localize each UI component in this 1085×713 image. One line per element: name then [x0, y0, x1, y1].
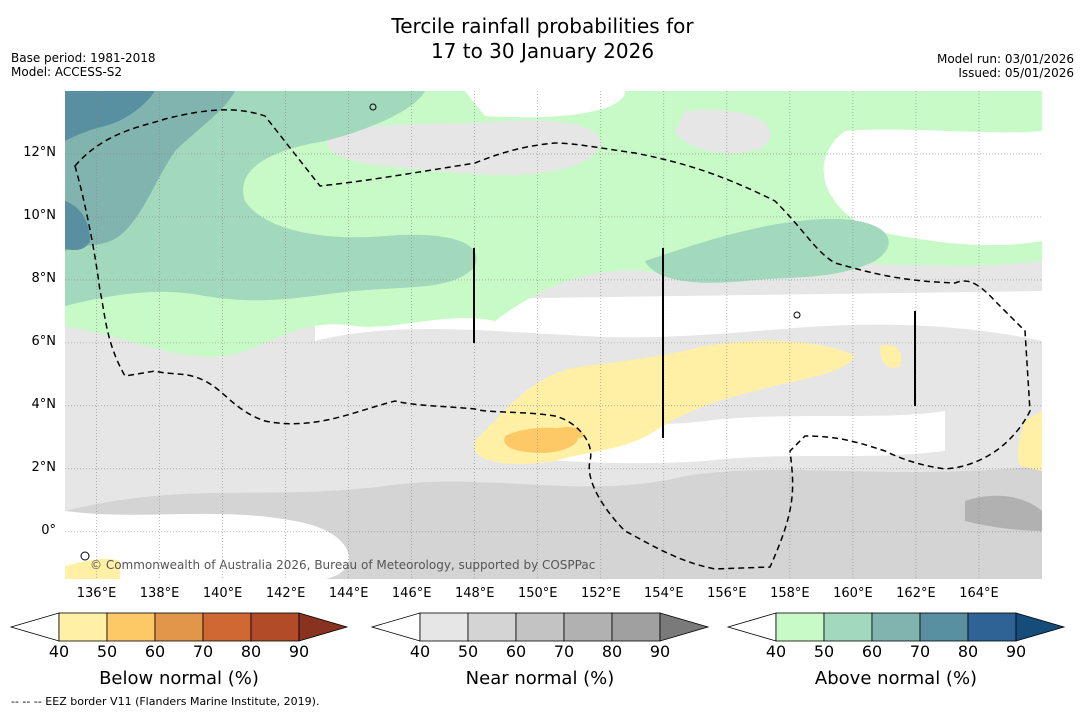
colorbar-segment [515, 612, 565, 642]
colorbar-segment [419, 612, 469, 642]
base-period: Base period: 1981-2018 [11, 51, 156, 65]
island-mark [369, 103, 377, 111]
latitude-tick-label: 6°N [31, 333, 57, 349]
region-above-70-a [65, 91, 155, 141]
latitude-tick-label: 12°N [23, 144, 56, 160]
colorbar-1 [10, 612, 348, 642]
colorbar-tick-label: 90 [288, 642, 310, 661]
map-title-line1: Tercile rainfall probabilities for [391, 14, 694, 38]
colorbar-tick-label: 50 [813, 642, 835, 661]
colorbar-3 [727, 612, 1065, 642]
longitude-tick-label: 146°E [391, 586, 432, 601]
longitude-tick-label: 160°E [833, 586, 873, 601]
colorbar-2 [371, 612, 709, 642]
colorbar-overflow-triangle [659, 612, 709, 642]
colorbar-overflow-triangle [298, 612, 348, 642]
colorbar-tick-label: 80 [601, 642, 623, 661]
colorbar-tick-label: 80 [957, 642, 979, 661]
colorbar-tick-label: 70 [192, 642, 214, 661]
colorbar-tick-label: 40 [409, 642, 431, 661]
colorbar-segment [919, 612, 969, 642]
colorbar-segment [202, 612, 252, 642]
eez-footnote: -- -- -- EEZ border V11 (Flanders Marine… [11, 695, 320, 708]
map-title-line2: 17 to 30 January 2026 [430, 39, 655, 63]
model-run: Model run: 03/01/2026 [936, 52, 1074, 66]
region-below-40-sw [65, 558, 120, 579]
colorbar-underflow-triangle [371, 612, 421, 642]
longitude-tick-label: 154°E [644, 586, 684, 601]
longitude-tick-label: 158°E [770, 586, 810, 601]
colorbar-tick-label: 70 [909, 642, 931, 661]
region-below-40-small [880, 344, 902, 368]
colorbar-tick-label: 40 [48, 642, 70, 661]
longitude-tick-label: 156°E [707, 586, 747, 601]
meta-right: Model run: 03/01/2026 Issued: 05/01/2026 [937, 52, 1074, 80]
colorbar-segment [775, 612, 825, 642]
latitude-tick-label: 2°N [31, 459, 57, 475]
island-mark [793, 311, 801, 319]
colorbar-tick-label: 90 [1005, 642, 1027, 661]
colorbar-title: Below normal (%) [99, 668, 259, 689]
colorbar-title: Near normal (%) [465, 668, 615, 689]
map-svg [65, 91, 1042, 579]
model-name: Model: ACCESS-S2 [11, 65, 123, 79]
latitude-tick-label: 10°N [23, 207, 56, 223]
longitude-tick-label: 164°E [959, 586, 999, 601]
region-near-north [327, 120, 601, 176]
map-title: Tercile rainfall probabilities for 17 to… [0, 14, 1085, 64]
graticule [65, 91, 1042, 579]
colorbar-segment [467, 612, 517, 642]
colorbar-underflow-triangle [727, 612, 777, 642]
colorbar-segment [871, 612, 921, 642]
colorbar-underflow-triangle [10, 612, 60, 642]
longitude-tick-label: 142°E [265, 586, 306, 601]
colorbar-tick-label: 60 [505, 642, 527, 661]
colorbar-tick-label: 90 [649, 642, 671, 661]
longitude-tick-label: 152°E [581, 586, 621, 601]
meta-left: Base period: 1981-2018 Model: ACCESS-S2 [11, 51, 156, 79]
longitude-tick-label: 136°E [76, 586, 117, 601]
eez-border [74, 109, 1031, 570]
longitude-tick-label: 150°E [517, 586, 558, 601]
colorbar-tick-label: 40 [765, 642, 787, 661]
longitude-tick-label: 148°E [454, 586, 495, 601]
region-below-40-east [1017, 411, 1042, 471]
copyright-text: © Commonwealth of Australia 2026, Bureau… [90, 558, 596, 572]
region-near-70 [965, 495, 1042, 531]
colorbar-tick-label: 60 [861, 642, 883, 661]
colorbar-segment [611, 612, 661, 642]
issued-date: Issued: 05/01/2026 [958, 66, 1074, 80]
region-near-north2 [675, 110, 771, 154]
colorbar-tick-label: 80 [240, 642, 262, 661]
region-white-north1 [465, 91, 625, 118]
longitude-tick-label: 140°E [202, 586, 243, 601]
colorbar-overflow-triangle [1015, 612, 1065, 642]
colorbar-segment [106, 612, 156, 642]
region-above-50-east [645, 218, 889, 283]
colorbar-tick-label: 50 [96, 642, 118, 661]
map-area [65, 91, 1042, 579]
longitude-tick-label: 162°E [896, 586, 936, 601]
longitude-tick-label: 138°E [139, 586, 180, 601]
colorbar-segment [154, 612, 204, 642]
latitude-tick-label: 0° [41, 522, 56, 538]
colorbar-tick-label: 60 [144, 642, 166, 661]
colorbar-segment [250, 612, 300, 642]
colorbar-tick-label: 50 [457, 642, 479, 661]
latitude-tick-label: 8°N [31, 270, 57, 286]
region-above-60 [65, 91, 235, 251]
colorbar-segment [563, 612, 613, 642]
colorbar-title: Above normal (%) [814, 668, 978, 689]
island-mark [80, 551, 90, 561]
colorbar-segment [967, 612, 1017, 642]
latitude-tick-label: 4°N [31, 396, 57, 412]
region-white-sw [65, 511, 349, 579]
colorbar-segment [823, 612, 873, 642]
region-below-50-b [555, 426, 584, 439]
region-white-north2 [823, 129, 1042, 246]
colorbar-segment [58, 612, 108, 642]
longitude-tick-label: 144°E [328, 586, 369, 601]
region-above-70-b [65, 201, 90, 251]
colorbar-tick-label: 70 [553, 642, 575, 661]
